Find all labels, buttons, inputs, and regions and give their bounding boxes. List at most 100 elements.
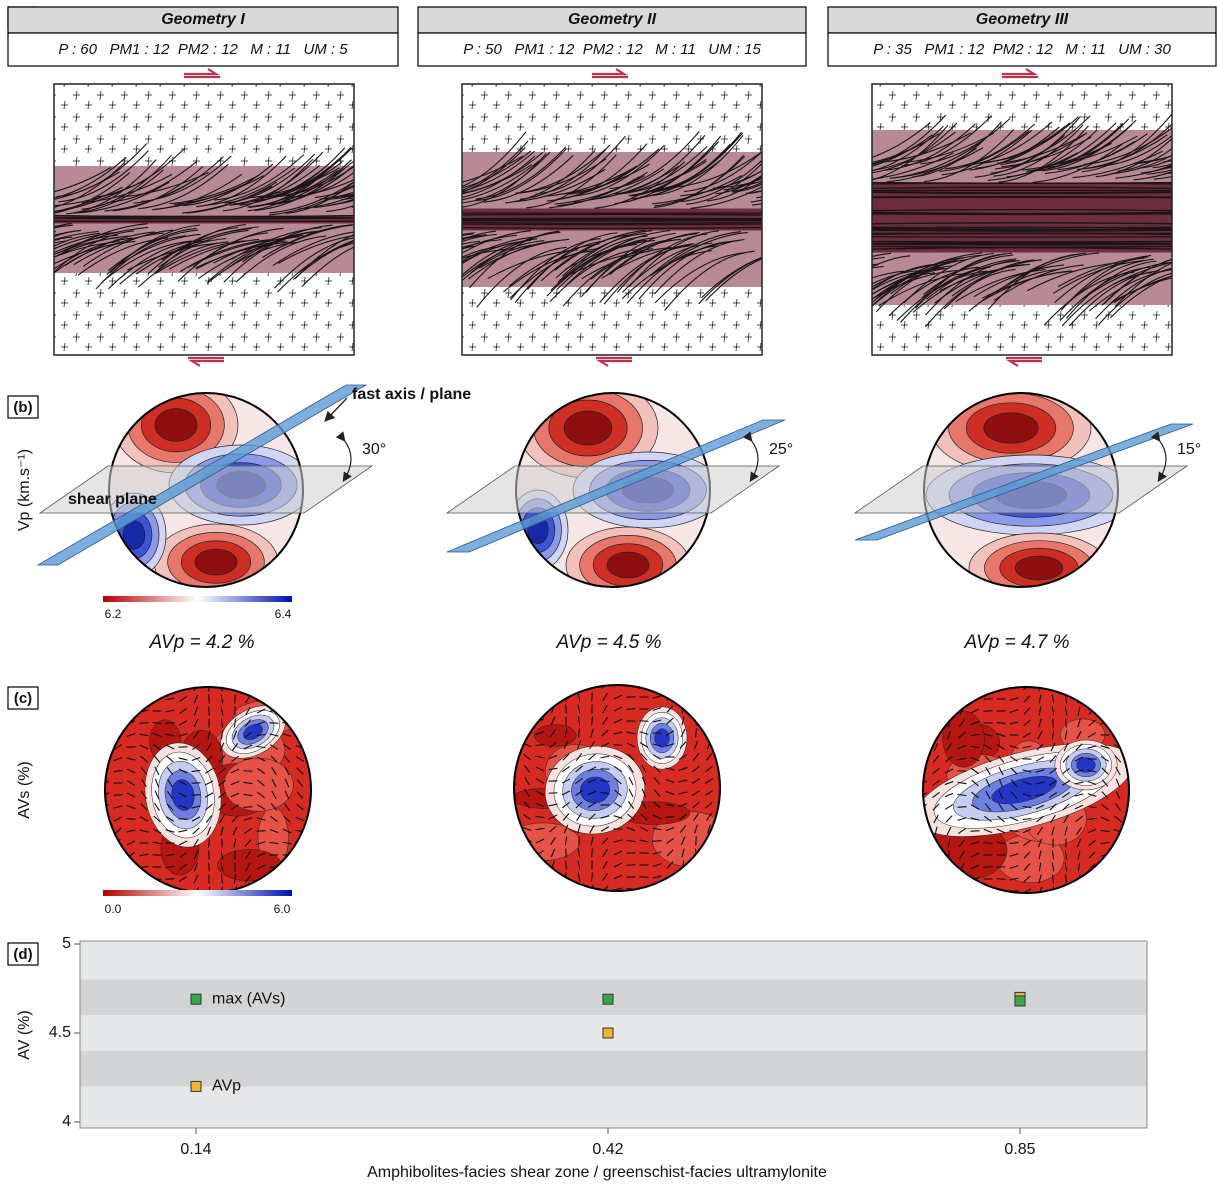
fast-shear-direction	[1075, 743, 1083, 751]
foliation	[462, 155, 536, 199]
fast-shear-direction	[218, 803, 226, 811]
fast-shear-direction	[944, 768, 954, 774]
foliation	[54, 156, 127, 199]
legend-label: max (AVs)	[212, 990, 285, 1007]
foliation	[872, 270, 905, 279]
foliation	[54, 237, 133, 270]
fast-shear-direction	[105, 687, 106, 692]
fast-shear-direction	[218, 755, 226, 763]
fast-shear-direction	[705, 753, 713, 761]
foliation	[683, 150, 762, 193]
fast-shear-direction	[549, 825, 557, 833]
fast-shear-direction	[601, 685, 609, 689]
fast-shear-direction	[166, 803, 174, 811]
foliation	[934, 264, 1025, 304]
fast-shear-direction	[588, 753, 596, 761]
fast-shear-direction	[257, 791, 265, 799]
fast-shear-direction	[613, 887, 623, 891]
fast-shear-direction	[665, 767, 675, 771]
fast-shear-direction	[535, 815, 545, 819]
foliation	[654, 252, 746, 304]
fast-shear-direction	[652, 875, 662, 879]
fast-shear-direction	[652, 827, 662, 831]
fast-shear-direction	[105, 838, 106, 848]
foliation	[274, 237, 354, 289]
fast-shear-direction	[243, 793, 253, 797]
fast-shear-direction	[217, 780, 227, 786]
avp-label: AVp = 4.5 %	[555, 632, 661, 653]
fast-shear-direction	[934, 694, 938, 704]
foliation	[462, 234, 487, 240]
foliation	[101, 240, 192, 283]
foliation	[872, 182, 1172, 185]
foliation	[182, 163, 274, 207]
fast-shear-direction	[1062, 767, 1070, 775]
foliation	[462, 213, 762, 216]
fast-shear-direction	[923, 826, 926, 836]
foliation	[478, 238, 570, 269]
foliation	[872, 260, 957, 304]
foliation	[628, 141, 720, 196]
foliation	[872, 133, 940, 163]
fast-shear-direction	[945, 743, 953, 751]
fast-shear-direction	[105, 706, 106, 716]
foliation	[57, 226, 149, 254]
foliation	[698, 257, 762, 305]
foliation	[1032, 143, 1123, 184]
fast-shear-direction	[1064, 850, 1068, 860]
foliation	[750, 199, 762, 203]
foliation	[155, 240, 246, 275]
foliation	[969, 126, 1060, 171]
fast-shear-direction	[958, 719, 966, 727]
fast-shear-direction	[245, 706, 251, 716]
fast-shear-direction	[244, 731, 252, 739]
fast-shear-direction	[562, 813, 570, 821]
fast-shear-direction	[550, 872, 556, 882]
fast-shear-direction	[1100, 829, 1110, 833]
fast-shear-direction	[1063, 742, 1069, 752]
fast-shear-direction	[923, 838, 924, 848]
fast-shear-direction	[295, 816, 305, 822]
foliation	[475, 146, 567, 200]
foliation	[54, 232, 101, 247]
foliation	[872, 242, 1172, 245]
shear-arrow	[592, 68, 628, 79]
fast-shear-direction	[231, 755, 239, 763]
fast-shear-direction	[985, 766, 991, 776]
fast-shear-direction	[1009, 865, 1019, 869]
fast-shear-direction	[577, 848, 581, 858]
foliation	[462, 235, 483, 240]
fast-shear-direction	[208, 694, 210, 704]
fast-shear-direction	[514, 876, 519, 878]
fast-shear-direction	[666, 861, 674, 869]
foliation	[81, 173, 173, 204]
avs-contour	[223, 757, 294, 812]
foliation	[155, 223, 246, 273]
fast-shear-direction	[984, 755, 992, 763]
foliation	[462, 221, 762, 225]
foliation	[54, 229, 81, 236]
colorbar-label: 6.0	[274, 902, 291, 916]
fast-shear-direction	[933, 814, 939, 824]
angle-arc	[335, 431, 352, 483]
fast-shear-direction	[1113, 687, 1123, 689]
fast-shear-direction	[564, 836, 568, 846]
foliation	[550, 241, 641, 291]
fast-shear-direction	[707, 704, 711, 714]
fast-shear-direction	[152, 721, 162, 725]
fast-shear-direction	[957, 793, 967, 797]
fast-shear-direction	[1075, 815, 1083, 823]
mylonite-core	[872, 182, 1172, 253]
foliation	[462, 245, 477, 250]
fast-shear-direction	[602, 848, 608, 858]
fast-shear-direction	[193, 687, 199, 692]
fast-shear-direction	[284, 790, 290, 800]
fast-shear-direction	[514, 720, 519, 722]
fast-shear-direction	[679, 813, 687, 821]
fast-shear-direction	[1023, 863, 1031, 871]
foliation	[503, 250, 594, 293]
fast-shear-direction	[1022, 805, 1032, 809]
fast-shear-direction	[126, 757, 136, 761]
fast-shear-direction	[970, 864, 980, 870]
fast-shear-direction	[126, 829, 136, 833]
